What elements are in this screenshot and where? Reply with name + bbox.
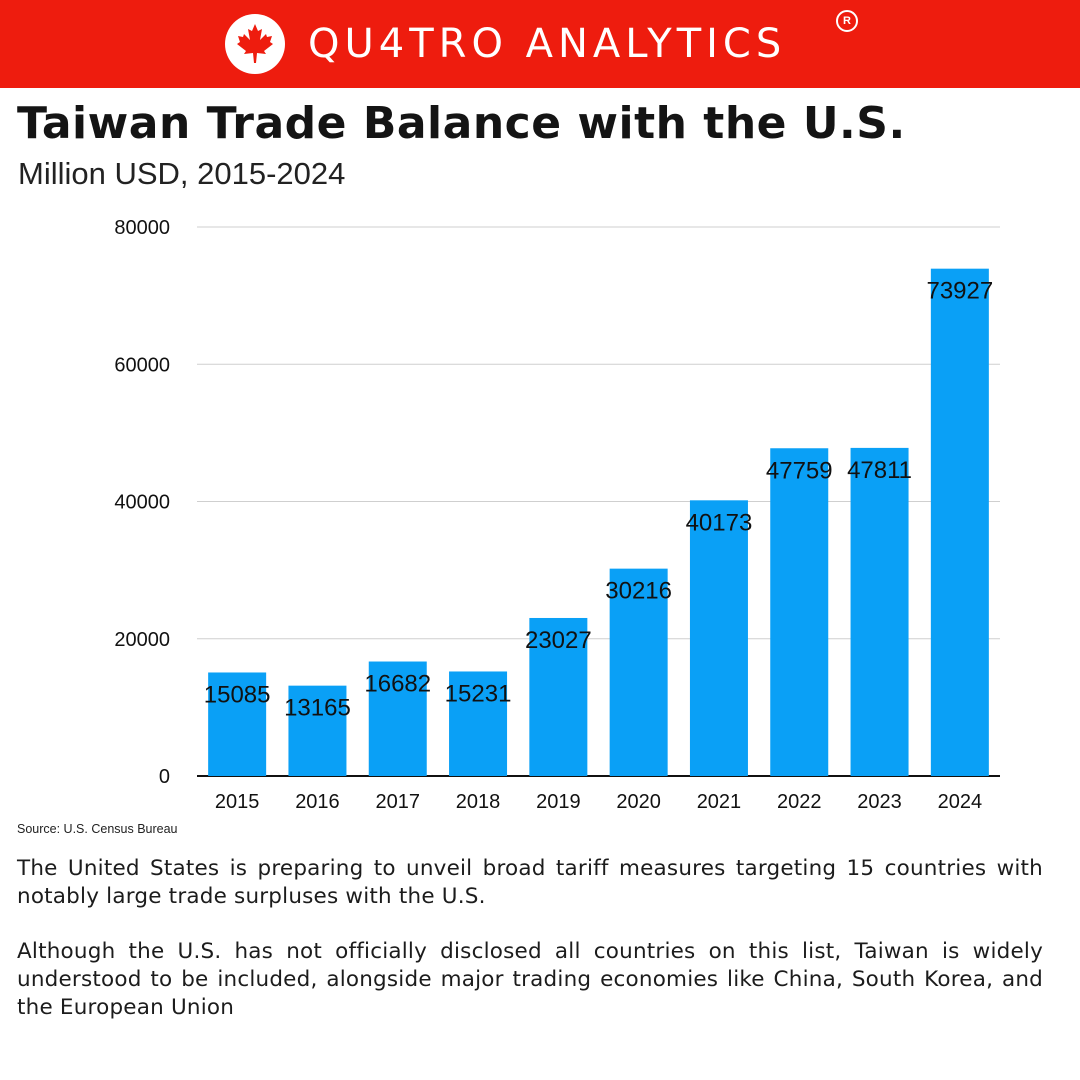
bar-layer: [208, 268, 989, 776]
y-tick-label: 80000: [114, 217, 170, 239]
data-label: 40173: [686, 509, 753, 536]
bar: [930, 268, 989, 776]
x-tick-label: 2022: [777, 791, 822, 813]
bar: [208, 672, 267, 776]
label-layer: 15085 2015 13165 2016 16682 2017 15231 2018 2302…: [204, 278, 993, 813]
data-label: 13165: [284, 695, 351, 722]
x-tick-label: 2017: [376, 791, 421, 813]
x-tick-label: 2020: [616, 791, 661, 813]
data-label: 16682: [364, 671, 431, 698]
data-label: 23027: [525, 627, 592, 654]
data-label: 15085: [204, 681, 271, 708]
logo-badge: [225, 14, 285, 74]
registered-mark: R: [836, 10, 858, 32]
y-tick-label: 60000: [114, 354, 170, 376]
maple-leaf-icon: [237, 24, 273, 63]
body-paragraph: Although the U.S. has not officially dis…: [17, 939, 1043, 1020]
bar: [529, 617, 588, 776]
bar: [368, 661, 427, 776]
x-tick-label: 2018: [456, 791, 501, 813]
x-tick-label: 2023: [857, 791, 902, 813]
x-tick-label: 2024: [938, 791, 983, 813]
bar: [609, 568, 668, 776]
y-tick-label: 0: [159, 766, 170, 788]
data-label: 15231: [445, 680, 512, 707]
bar-chart: 0 20000 40000 60000 80000 15085 2015 13165 2016…: [114, 217, 1000, 813]
brand-name: QU4TRO ANALYTICS: [308, 21, 787, 67]
x-tick-label: 2021: [697, 791, 742, 813]
x-tick-label: 2015: [215, 791, 260, 813]
source-note: Source: U.S. Census Bureau: [17, 822, 178, 836]
data-label: 30216: [605, 578, 672, 605]
bar: [770, 448, 829, 776]
y-tick-label: 20000: [114, 629, 170, 651]
header-banner: QU4TRO ANALYTICS R: [0, 0, 1080, 88]
bar: [288, 685, 347, 776]
y-tick-label: 40000: [114, 492, 170, 514]
bar: [689, 500, 748, 776]
bar: [850, 447, 909, 776]
page-title: Taiwan Trade Balance with the U.S.: [17, 98, 906, 149]
bar: [449, 671, 508, 776]
data-label: 73927: [926, 278, 993, 305]
x-tick-label: 2016: [295, 791, 340, 813]
data-label: 47759: [766, 457, 833, 484]
data-label: 47811: [847, 457, 912, 484]
x-tick-label: 2019: [536, 791, 581, 813]
body-paragraph: The United States is preparing to unveil…: [17, 856, 1043, 909]
page-subtitle: Million USD, 2015-2024: [18, 156, 346, 191]
